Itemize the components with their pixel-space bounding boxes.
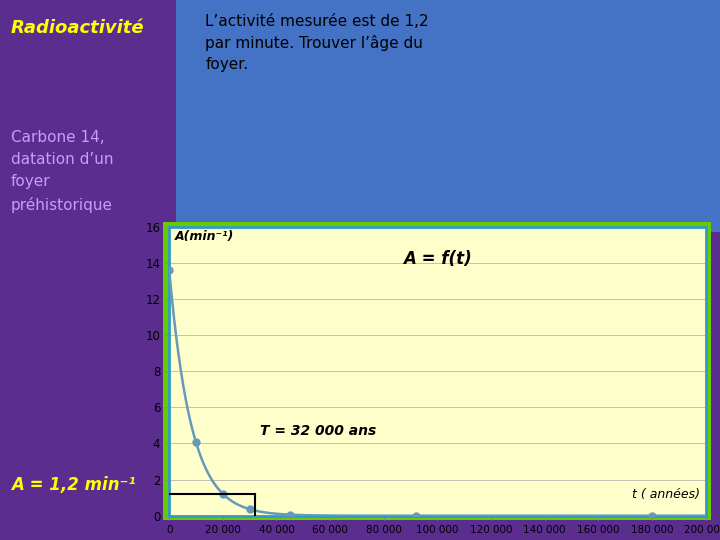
- Text: L’activité mesurée est de 1,2
par minute. Trouver l’âge du
foyer.: L’activité mesurée est de 1,2 par minute…: [205, 14, 429, 72]
- Text: A = f(t): A = f(t): [403, 250, 472, 268]
- Text: Carbone 14,
datation d’un
foyer
préhistorique: Carbone 14, datation d’un foyer préhisto…: [11, 130, 113, 213]
- Bar: [163, 222, 711, 520]
- Text: A(min⁻¹): A(min⁻¹): [174, 230, 234, 242]
- Text: T = 32 000 ans: T = 32 000 ans: [261, 424, 377, 438]
- Text: A = 1,2 min⁻¹: A = 1,2 min⁻¹: [11, 476, 135, 494]
- Text: Radioactivité: Radioactivité: [11, 19, 145, 37]
- Text: t ( années): t ( années): [632, 488, 701, 501]
- Bar: [176, 0, 720, 232]
